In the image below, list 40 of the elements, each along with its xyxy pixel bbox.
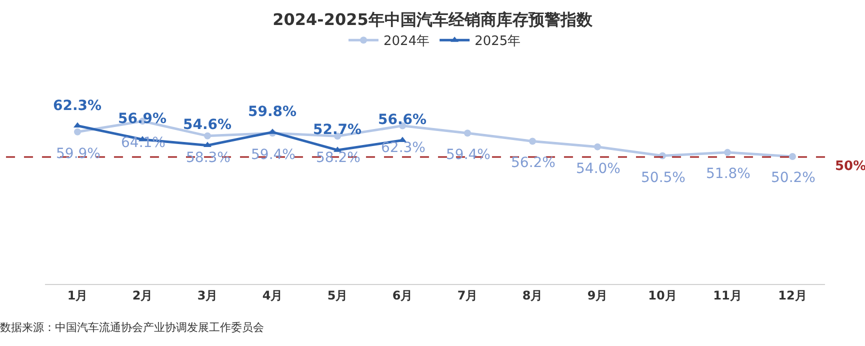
x-tick-label: 6月 (392, 288, 413, 302)
legend-label: 2024年 (384, 34, 430, 50)
point (74, 128, 81, 136)
point (789, 152, 796, 160)
data-label: 59.4% (446, 147, 490, 163)
point (724, 148, 731, 156)
x-tick-label: 8月 (522, 288, 543, 302)
data-label: 56.9% (118, 111, 167, 127)
point (529, 138, 536, 145)
data-label: 52.7% (313, 122, 362, 138)
x-tick-label: 11月 (713, 288, 742, 302)
x-tick-label: 2月 (132, 288, 153, 302)
data-label: 62.3% (53, 98, 102, 114)
data-label: 51.8% (706, 166, 750, 182)
point (204, 132, 211, 140)
x-tick-label: 3月 (197, 288, 218, 302)
x-tick-label: 4月 (262, 288, 283, 302)
legend-label: 2025年 (474, 34, 521, 50)
data-label: 50.5% (641, 170, 686, 186)
data-label: 59.8% (248, 104, 297, 120)
x-tick-label: 10月 (648, 288, 677, 302)
data-label: 59.9% (56, 146, 100, 162)
data-label: 62.3% (381, 140, 426, 156)
data-label: 54.0% (576, 161, 620, 177)
data-label: 56.6% (378, 112, 427, 128)
point (464, 130, 471, 137)
data-label: 59.4% (251, 147, 296, 163)
x-tick-label: 9月 (587, 288, 608, 302)
x-tick-label: 7月 (457, 288, 478, 302)
point (594, 143, 601, 150)
data-label: 58.3% (186, 150, 230, 166)
data-label: 58.2% (316, 150, 360, 166)
data-label: 50.2% (771, 170, 816, 186)
x-tick-label: 5月 (327, 288, 348, 302)
data-label: 56.2% (511, 155, 556, 171)
data-label: 54.6% (183, 117, 232, 133)
source-note: 数据来源：中国汽车流通协会产业协调发展工作委员会 (0, 321, 264, 334)
x-tick-label: 1月 (67, 288, 88, 302)
x-tick-label: 12月 (778, 288, 807, 302)
chart-title: 2024-2025年中国汽车经销商库存预警指数 (272, 10, 594, 30)
